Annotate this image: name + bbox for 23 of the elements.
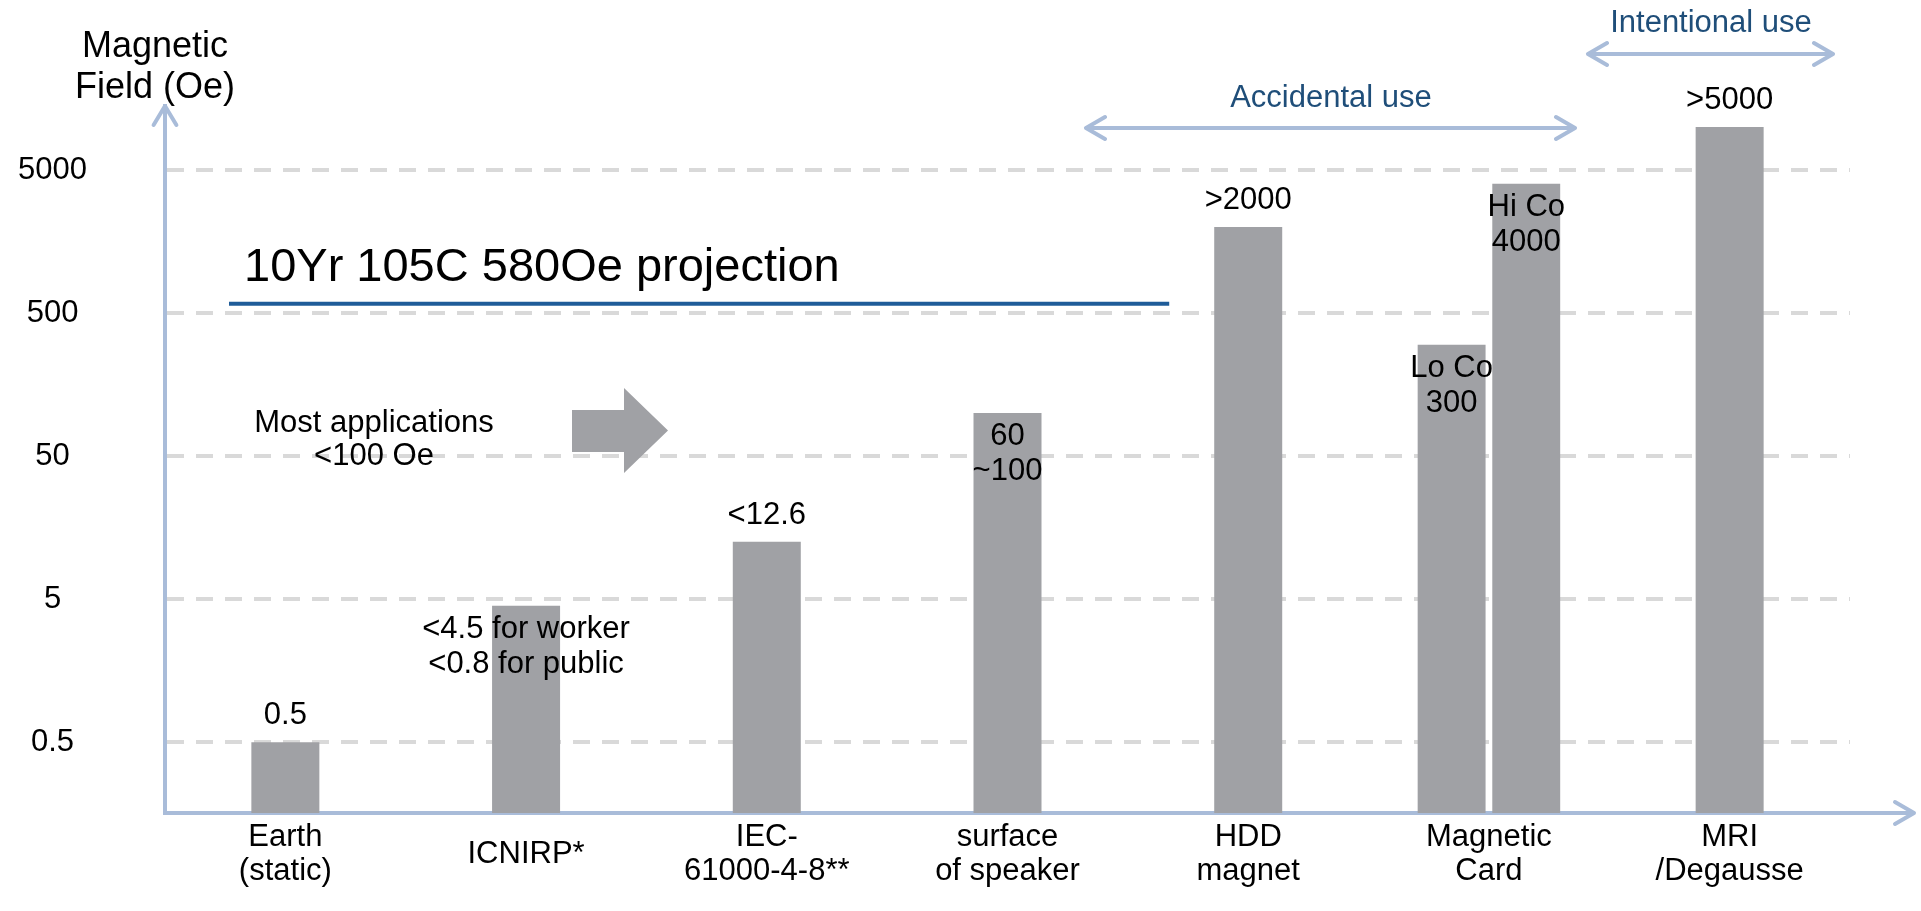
annotation: Most applications <100 Oe xyxy=(254,404,494,472)
y-tick-label: 5 xyxy=(43,579,62,615)
data-label: 60 ~100 xyxy=(972,417,1043,488)
x-tick-label: HDD magnet xyxy=(1196,817,1301,887)
ref-line-label: 10Yr 105C 580Oe projection xyxy=(244,237,840,291)
text: Intentional use xyxy=(1610,4,1812,39)
x-tick-label: ICNIRP* xyxy=(467,834,585,870)
x-tick-label: Magnetic Card xyxy=(1426,817,1552,887)
y-axis-title: Magnetic Field (Oe) xyxy=(74,24,236,106)
y-tick-label: 0.5 xyxy=(30,722,75,758)
x-tick-label: IEC- 61000-4-8** xyxy=(684,817,850,887)
y-tick-label: 500 xyxy=(26,293,79,329)
data-label: >5000 xyxy=(1686,80,1774,116)
data-label: <12.6 xyxy=(727,495,807,531)
x-tick-label: Earth (static) xyxy=(238,817,332,887)
x-tick-label: MRI /Degausse xyxy=(1655,817,1804,887)
y-tick-label: 50 xyxy=(35,436,70,472)
annotation: Accidental use xyxy=(1230,79,1432,114)
data-label: <4.5 for worker <0.8 for public xyxy=(422,609,630,680)
data-label: >2000 xyxy=(1204,180,1292,216)
y-tick-label: 5000 xyxy=(18,150,87,186)
data-label: 0.5 xyxy=(263,696,307,732)
x-tick-label: surface of speaker xyxy=(935,817,1080,887)
